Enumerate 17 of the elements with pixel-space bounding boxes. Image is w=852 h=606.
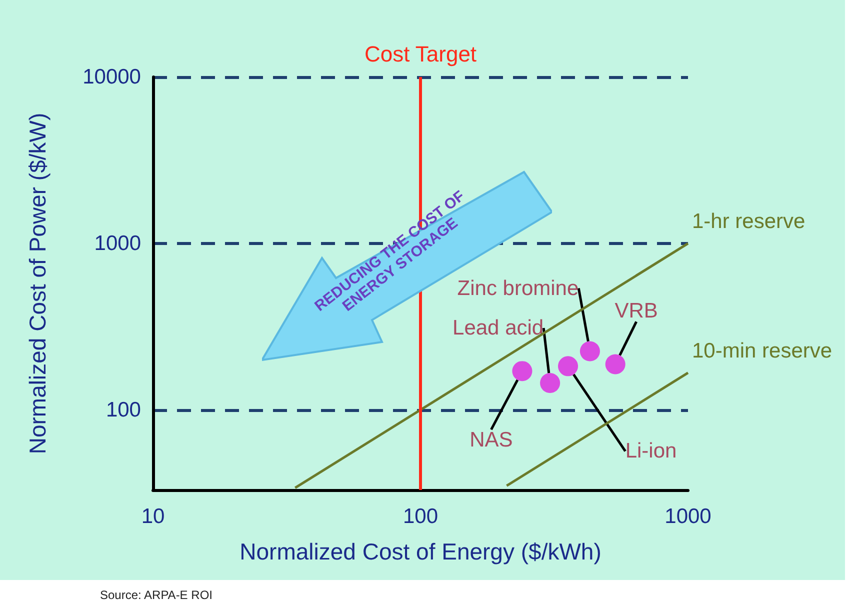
x-axis-title: Normalized Cost of Energy ($/kWh)	[240, 538, 602, 564]
series-label: 10-min reserve	[692, 339, 832, 362]
text: NAS	[470, 428, 513, 452]
source-note: Source: ARPA-E ROI	[100, 588, 212, 602]
y-tick-label: 100	[106, 398, 141, 422]
ref-line-label: Cost Target	[364, 42, 477, 66]
series-label: VRB	[614, 300, 658, 323]
y-tick-label: 1000	[94, 232, 141, 255]
series-label: Lead acid	[452, 316, 544, 340]
y-tick-label: 10000	[82, 66, 141, 88]
y-axis-title: Normalized Cost of Power ($/kW)	[24, 112, 50, 454]
x-tick-label: 100	[402, 505, 438, 528]
text: Zinc bromine	[457, 276, 579, 300]
series-label: 1-hr reserve	[692, 210, 806, 233]
x-tick-label: 1000	[664, 505, 712, 528]
x-tick-label: 10	[141, 505, 165, 528]
text: Li-ion	[625, 440, 677, 463]
